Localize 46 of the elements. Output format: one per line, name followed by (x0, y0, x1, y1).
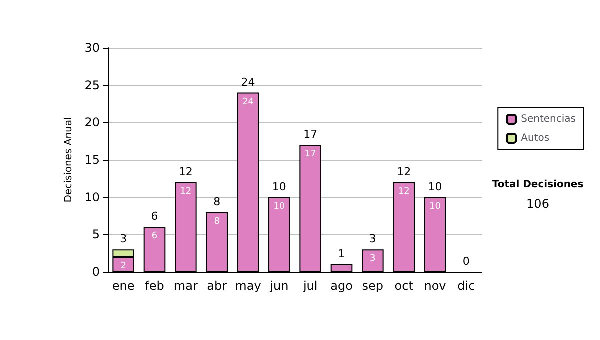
x-tick-label: sep (362, 279, 384, 293)
total-label: 3 (120, 232, 128, 246)
total-label: 10 (272, 180, 286, 194)
x-tick-label: jul (302, 279, 318, 293)
total-label: 6 (151, 210, 158, 224)
data-label: 10 (430, 202, 442, 212)
y-axis-title: Decisiones Anual (63, 117, 74, 203)
total-label: 8 (214, 195, 221, 208)
y-tick-label: 25 (84, 78, 100, 92)
x-tick-label: abr (207, 279, 228, 293)
x-tick-label: mar (174, 279, 198, 293)
legend-label: Autos (521, 133, 550, 144)
data-label: 17 (304, 150, 316, 160)
total-label: 0 (462, 255, 470, 268)
total-label: 17 (304, 128, 318, 142)
text: Total Decisiones (492, 180, 584, 190)
y-tick-label: 15 (84, 153, 100, 167)
total-label: 24 (241, 76, 256, 89)
total-label: 12 (397, 165, 412, 178)
x-tick-label: jun (269, 279, 289, 293)
x-tick-label: dic (458, 279, 476, 293)
y-tick-label: 10 (84, 190, 100, 204)
total-label: 3 (369, 232, 376, 246)
total-label: 10 (428, 180, 442, 194)
text: 106 (526, 197, 550, 211)
x-tick-label: ago (330, 279, 353, 293)
data-label: 24 (242, 97, 254, 108)
y-tick-label: 30 (84, 41, 100, 55)
data-label: 8 (214, 216, 220, 227)
y-tick-label: 0 (92, 265, 100, 279)
data-label: 2 (120, 262, 126, 272)
data-label: 3 (370, 254, 376, 264)
data-label: 12 (398, 186, 410, 197)
y-tick-label: 20 (84, 116, 100, 130)
total-label: 12 (178, 165, 193, 178)
x-tick-label: ene (112, 279, 135, 293)
x-tick-label: feb (145, 279, 164, 293)
data-label: 6 (152, 232, 158, 242)
data-label: 12 (180, 186, 192, 197)
y-tick-label: 5 (92, 228, 100, 242)
x-tick-label: nov (424, 279, 446, 293)
x-tick-label: may (235, 279, 262, 293)
legend-label: Sentencias (521, 114, 576, 125)
total-label: 1 (338, 248, 346, 261)
data-label: 10 (274, 202, 286, 212)
x-tick-label: oct (394, 279, 414, 293)
